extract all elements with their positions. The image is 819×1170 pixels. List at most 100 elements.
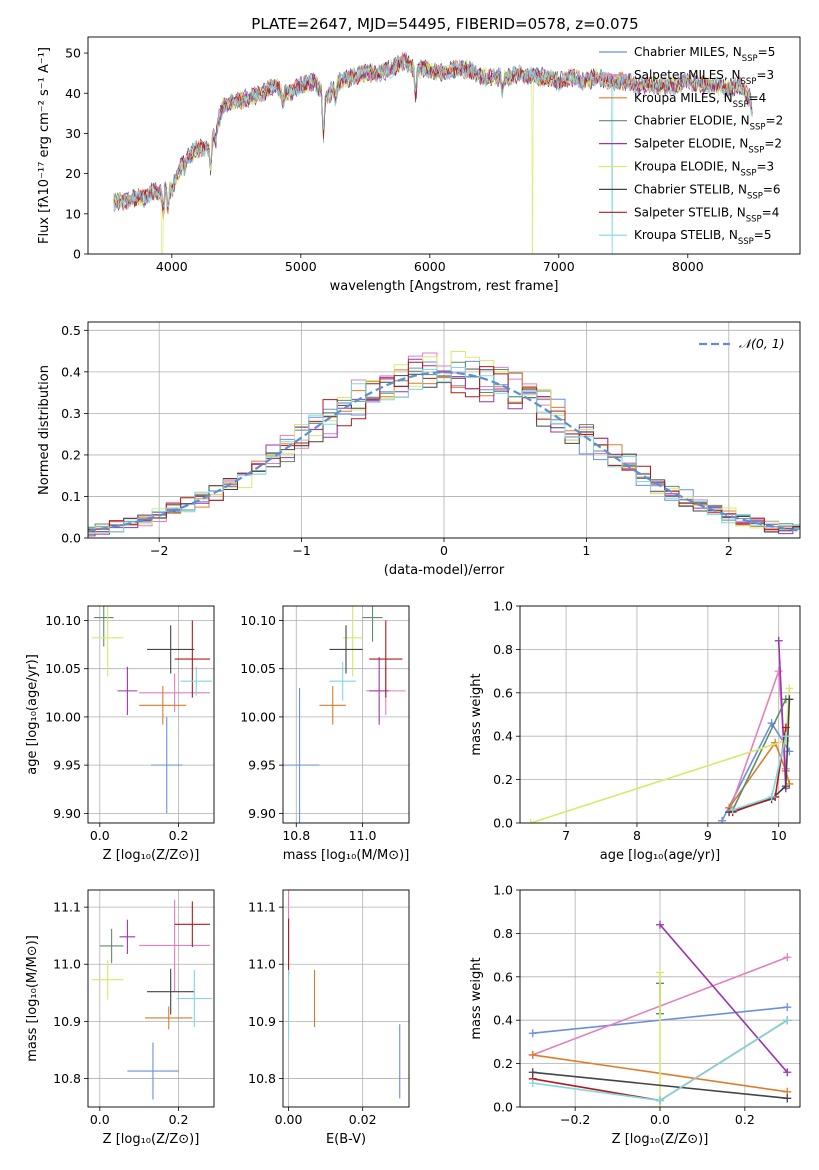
y-tick-label: 0.2 <box>493 772 513 787</box>
weight-marker <box>783 1068 792 1077</box>
x-tick-label: 5000 <box>285 259 317 274</box>
x-tick-label: 0.2 <box>169 828 189 843</box>
y-tick-label: 11.0 <box>53 957 81 972</box>
weight-marker <box>528 1050 537 1059</box>
x-tick-label: 7 <box>562 828 570 843</box>
y-tick-label: 1.0 <box>493 599 513 614</box>
histogram-0 <box>88 360 800 530</box>
x-tick-label: 0.0 <box>90 1112 110 1127</box>
plot-area <box>91 899 213 1100</box>
normal-curve <box>88 371 800 532</box>
y-tick-label: 10.9 <box>248 1014 276 1029</box>
weight-line-4 <box>777 640 787 789</box>
weight-marker <box>718 816 727 823</box>
y-tick-label: 10.8 <box>248 1071 276 1086</box>
y-tick-label: 0.1 <box>61 489 81 504</box>
weight-marker <box>767 792 776 801</box>
legend-label: Salpeter ELODIE, NSSP=2 <box>634 137 782 156</box>
y-tick-label: 50 <box>65 46 81 61</box>
x-tick-label: −0.2 <box>560 1112 590 1127</box>
weight-marker <box>783 1094 792 1103</box>
x-tick-label: 10.8 <box>282 828 310 843</box>
axes-frame <box>87 605 215 824</box>
x-tick-label: 0.0 <box>90 828 110 843</box>
x-axis-label: mass [log₁₀(M/M⊙)] <box>283 848 410 863</box>
y-tick-label: 0.0 <box>61 531 81 546</box>
panel-massweight-vs-Z: −0.2 0.0 0.2 0.0 0.2 0.4 0.6 0.8 1.0 Z [log₁₀(Z/Z… <box>469 883 801 1147</box>
weight-marker <box>774 636 783 645</box>
axes-frame <box>282 889 410 1108</box>
panel-residuals: −2 −1 0 1 2 0.0 0.1 0.2 0.3 0.4 0.5 (data-model)/er… <box>37 321 801 578</box>
y-axis-label: mass weight <box>469 673 484 755</box>
weight-line-3 <box>731 698 787 811</box>
y-tick-label: 0.4 <box>493 729 513 744</box>
legend-label: Kroupa MILES, NSSP=4 <box>634 91 766 110</box>
plot-area <box>283 606 406 823</box>
x-tick-label: 0.2 <box>169 1112 189 1127</box>
histogram-8 <box>88 367 800 535</box>
panel-mass-vs-Z: 0.0 0.2 10.8 10.9 11.0 11.1 Z [log₁₀(Z/Z⊙)] mas… <box>25 889 215 1147</box>
panel-age-vs-mass: 10.8 11.0 9.90 9.95 10.00 10.05 10.10 mass [log… <box>240 605 410 863</box>
legend-label: Chabrier STELIB, NSSP=6 <box>634 182 781 201</box>
y-axis-label: mass [log₁₀(M/M⊙)] <box>25 935 40 1062</box>
weight-marker <box>728 805 737 814</box>
x-axis-label: E(B-V) <box>326 1132 366 1147</box>
axes-frame <box>87 321 801 539</box>
y-tick-label: 11.1 <box>53 900 81 915</box>
x-axis-label: Z [log₁₀(Z/Z⊙)] <box>103 848 200 863</box>
x-tick-label: 8000 <box>672 259 704 274</box>
y-tick-label: 0.6 <box>493 969 513 984</box>
spectrum-line-8 <box>113 56 753 254</box>
axes-frame <box>519 605 801 824</box>
y-tick-label: 9.95 <box>248 758 276 773</box>
legend-label: Kroupa ELODIE, NSSP=3 <box>634 160 774 179</box>
x-tick-label: 1 <box>582 543 590 558</box>
legend-label: Kroupa STELIB, NSSP=5 <box>634 228 772 247</box>
x-axis-label: wavelength [Angstrom, rest frame] <box>330 279 559 294</box>
weight-marker <box>783 953 792 962</box>
y-tick-label: 30 <box>65 126 81 141</box>
axes-frame <box>282 605 410 824</box>
x-tick-label: 0 <box>440 543 448 558</box>
x-axis-label: Z [log₁₀(Z/Z⊙)] <box>612 1132 709 1147</box>
x-tick-label: 10 <box>771 828 787 843</box>
x-tick-label: 6000 <box>414 259 446 274</box>
y-tick-label: 10.8 <box>53 1071 81 1086</box>
plot-area <box>91 606 213 814</box>
x-tick-label: 7000 <box>543 259 575 274</box>
x-axis-label: (data-model)/error <box>384 563 505 578</box>
panel-massweight-vs-age: 7 8 9 10 0.0 0.2 0.4 0.6 0.8 1.0 age [log₁₀(age/yr… <box>469 599 801 863</box>
y-tick-label: 0.2 <box>61 447 81 462</box>
x-tick-label: −2 <box>150 543 168 558</box>
plot-area <box>113 51 753 254</box>
spectrum-line-7 <box>113 54 753 211</box>
legend-label: 𝒩(0, 1) <box>739 336 785 351</box>
y-tick-label: 10 <box>65 206 81 221</box>
weight-line-5 <box>530 688 791 823</box>
y-axis-label: Normed distribution <box>37 365 52 495</box>
y-tick-label: 11.0 <box>248 957 276 972</box>
y-tick-label: 10.10 <box>45 613 81 628</box>
x-tick-label: 0.00 <box>275 1112 303 1127</box>
y-tick-label: 9.90 <box>53 806 81 821</box>
plot-area <box>526 636 794 823</box>
y-tick-label: 0.3 <box>61 406 81 421</box>
weight-marker <box>785 684 794 693</box>
y-tick-label: 10.05 <box>45 661 81 676</box>
x-axis-label: Z [log₁₀(Z/Z⊙)] <box>103 1132 200 1147</box>
legend: Chabrier MILES, NSSP=5 Salpeter MILES, NS… <box>599 45 783 247</box>
y-tick-label: 9.95 <box>53 758 81 773</box>
weight-marker <box>781 732 790 741</box>
y-axis-label: Flux [fλ10⁻¹⁷ erg cm⁻² s⁻¹ A⁻¹] <box>37 47 52 244</box>
x-tick-label: 4000 <box>156 259 188 274</box>
y-tick-label: 0.4 <box>61 364 81 379</box>
y-tick-label: 0.0 <box>493 1100 513 1115</box>
y-tick-label: 0.6 <box>493 685 513 700</box>
axes-frame <box>519 889 801 1108</box>
legend-label: Chabrier MILES, NSSP=5 <box>634 45 775 64</box>
x-tick-label: 8 <box>633 828 641 843</box>
y-axis-label: mass weight <box>469 957 484 1039</box>
y-tick-label: 0.8 <box>493 642 513 657</box>
x-tick-label: 11.0 <box>349 828 377 843</box>
